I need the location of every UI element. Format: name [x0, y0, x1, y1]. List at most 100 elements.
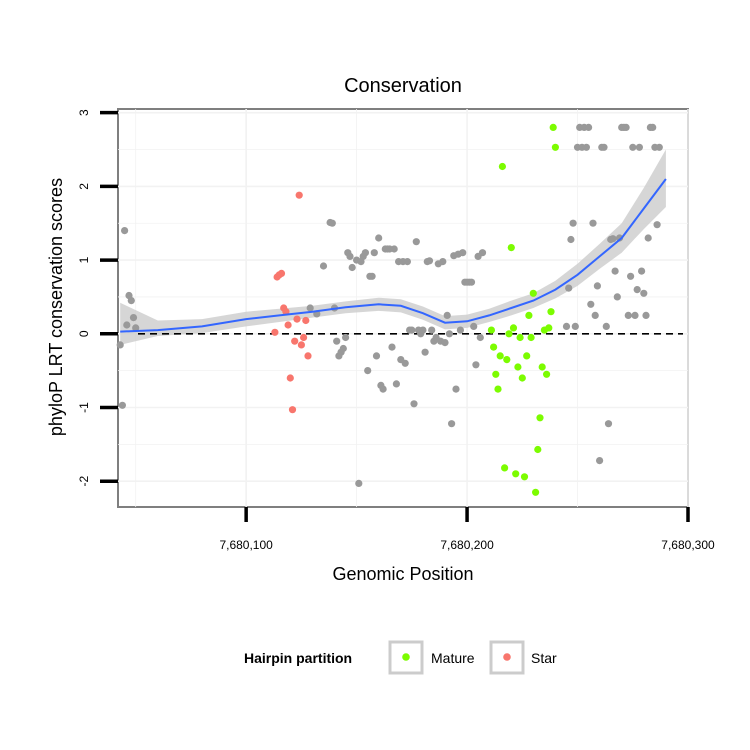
point-star [293, 315, 301, 323]
point-mature [492, 370, 500, 378]
point-other [629, 143, 637, 151]
point-other [408, 326, 416, 334]
point-other [470, 322, 478, 330]
point-other [589, 219, 597, 227]
x-axis-title: Genomic Position [332, 564, 473, 584]
point-other [565, 284, 573, 292]
point-other [419, 326, 427, 334]
point-other [372, 352, 381, 360]
point-other [638, 267, 646, 275]
point-other [410, 400, 418, 408]
point-other [644, 234, 652, 242]
point-other [439, 258, 447, 266]
point-mature [509, 324, 518, 332]
point-other [403, 258, 411, 266]
point-mature [503, 356, 511, 364]
point-other [319, 262, 328, 270]
smooth-line-layer [120, 178, 667, 333]
point-mature [525, 311, 533, 319]
point-other [123, 321, 131, 329]
point-other [355, 479, 363, 487]
point-other [649, 123, 657, 131]
point-mature [551, 143, 560, 151]
point-other [379, 385, 387, 393]
point-other [428, 326, 436, 334]
point-other [132, 324, 140, 332]
point-other [567, 235, 575, 244]
point-other [600, 143, 608, 151]
point-other [635, 143, 644, 151]
legend-label-mature: Mature [431, 650, 475, 666]
point-other [596, 457, 604, 465]
legend-label-star: Star [531, 650, 557, 666]
y-tick-label: 0 [77, 330, 91, 337]
point-mature [501, 464, 509, 472]
axes-layer: 7,680,100 7,680,200 7,680,300 -2 -1 0 1 2 3 [77, 109, 715, 552]
point-other [627, 272, 635, 280]
point-other [585, 123, 593, 131]
point-other [392, 380, 400, 388]
point-other [631, 311, 639, 319]
y-tick-label: 3 [77, 109, 91, 116]
point-other [421, 348, 429, 356]
y-tick-label: -2 [77, 476, 91, 487]
point-star [297, 341, 305, 349]
x-tick-label: 7,680,100 [219, 538, 273, 552]
point-other [364, 367, 372, 375]
point-mature [512, 470, 520, 478]
confidence-band-layer [120, 149, 666, 345]
point-mature [496, 352, 504, 360]
point-mature [543, 370, 551, 378]
point-mature [529, 289, 537, 297]
point-other [591, 311, 599, 319]
points-layer [116, 123, 663, 496]
point-mature [505, 330, 513, 338]
point-star [271, 328, 279, 336]
point-other [472, 361, 480, 369]
point-other [333, 337, 341, 345]
point-other [121, 227, 129, 235]
point-other [441, 339, 449, 347]
point-mature [514, 363, 522, 371]
point-other [401, 359, 409, 367]
point-mature [520, 473, 529, 481]
point-other [655, 143, 663, 151]
x-tick-label: 7,680,200 [440, 538, 494, 552]
point-mature [549, 123, 557, 131]
point-other [339, 344, 347, 353]
point-other [375, 234, 383, 242]
point-other [622, 123, 630, 131]
point-other [361, 249, 369, 257]
y-tick-label: 1 [77, 256, 91, 263]
smooth-line [120, 178, 667, 333]
point-other [388, 343, 396, 351]
point-other [571, 322, 579, 330]
point-other [602, 322, 610, 330]
point-other [640, 289, 648, 297]
point-other [653, 221, 661, 229]
point-other [611, 267, 619, 275]
legend-title: Hairpin partition [244, 650, 352, 666]
confidence-band [120, 149, 666, 345]
grid-lines [118, 109, 689, 507]
point-other [445, 330, 453, 338]
point-other [348, 263, 356, 272]
point-other [412, 238, 420, 246]
point-mature [507, 244, 515, 252]
point-other [478, 249, 487, 257]
point-star [277, 269, 286, 277]
point-mature [527, 333, 535, 342]
point-other [342, 333, 350, 342]
point-other [609, 235, 617, 243]
y-tick-label: -1 [77, 402, 91, 413]
point-other [328, 219, 336, 227]
point-other [452, 385, 460, 393]
point-other [443, 311, 451, 319]
point-mature [536, 414, 544, 422]
y-tick-label: 2 [77, 183, 91, 190]
legend: Hairpin partition Mature Star [244, 640, 557, 675]
point-other [587, 300, 595, 308]
point-other [569, 219, 577, 227]
point-other [613, 293, 621, 301]
